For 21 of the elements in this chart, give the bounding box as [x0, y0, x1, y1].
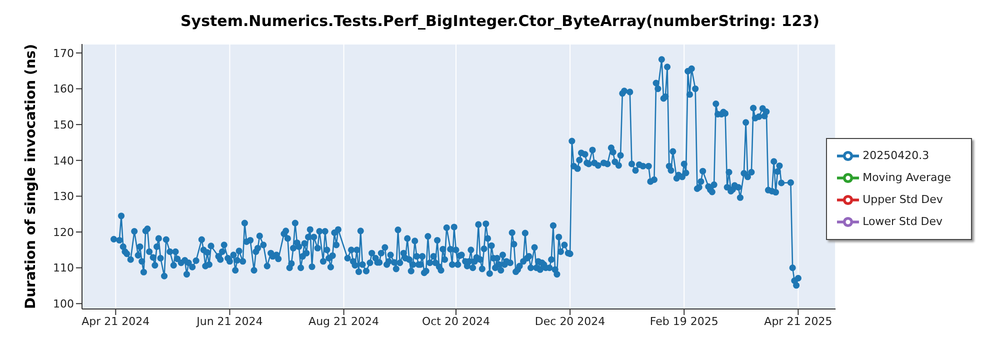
y-tick-label: 130	[53, 190, 74, 204]
chart-title: System.Numerics.Tests.Perf_BigInteger.Ctor_ByteArray(numberString: 123)	[179, 11, 821, 32]
y-tick-label: 120	[53, 226, 74, 239]
y-tick-label: 110	[53, 262, 74, 275]
legend-label: 20250420.3	[862, 149, 930, 162]
legend-label: Lower Std Dev	[862, 215, 943, 228]
x-tick-label: Feb 19 2025	[650, 314, 718, 328]
x-tick-label: Oct 20 2024	[422, 314, 490, 328]
y-tick-label: 140	[53, 154, 74, 168]
x-tick-label: Apr 21 2025	[764, 314, 832, 328]
legend-label: Moving Average	[862, 171, 951, 184]
y-tick-label: 100	[53, 298, 74, 311]
x-tick-label: Apr 21 2024	[82, 314, 150, 328]
y-tick-label: 150	[53, 118, 74, 132]
x-tick-label: Dec 20 2024	[534, 314, 606, 328]
y-axis-title: Duration of single invocation (ns)	[22, 44, 39, 310]
y-tick-label: 170	[53, 46, 74, 60]
y-tick-label: 160	[53, 82, 74, 96]
x-tick-label: Jun 21 2024	[196, 314, 263, 328]
x-tick-label: Aug 21 2024	[308, 314, 380, 328]
legend-label: Upper Std Dev	[862, 193, 943, 206]
